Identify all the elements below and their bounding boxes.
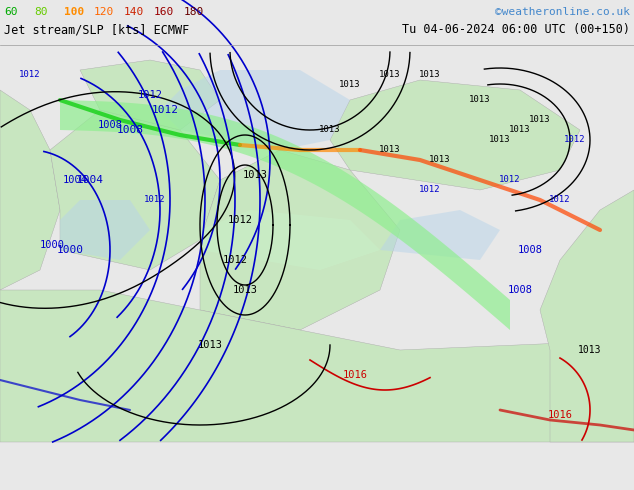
Text: 1013: 1013: [233, 285, 257, 295]
Polygon shape: [200, 150, 400, 330]
Text: 1013: 1013: [198, 340, 223, 350]
Text: 1013: 1013: [429, 155, 451, 165]
Polygon shape: [330, 80, 580, 190]
Polygon shape: [80, 60, 220, 130]
Text: Jet stream/SLP [kts] ECMWF: Jet stream/SLP [kts] ECMWF: [4, 24, 190, 36]
Text: 180: 180: [184, 7, 204, 17]
Text: 1012: 1012: [564, 136, 586, 145]
Polygon shape: [160, 70, 350, 150]
Text: 1016: 1016: [548, 410, 573, 420]
Text: 1016: 1016: [342, 370, 368, 380]
Text: 1008: 1008: [117, 125, 143, 135]
Text: 1004: 1004: [63, 175, 87, 185]
Text: 1004: 1004: [77, 175, 103, 185]
Text: 1000: 1000: [39, 240, 65, 250]
Text: 1008: 1008: [517, 245, 543, 255]
Text: 1012: 1012: [549, 196, 571, 204]
Text: 1013: 1013: [578, 345, 602, 355]
Polygon shape: [200, 210, 380, 270]
Text: 1012: 1012: [19, 71, 41, 79]
Polygon shape: [0, 290, 634, 442]
Text: 1013: 1013: [242, 170, 268, 180]
Text: 1008: 1008: [98, 120, 122, 130]
Polygon shape: [50, 110, 220, 270]
Text: 1013: 1013: [469, 96, 491, 104]
Text: 1008: 1008: [507, 285, 533, 295]
Polygon shape: [380, 210, 500, 260]
Text: 1013: 1013: [339, 80, 361, 90]
Text: 140: 140: [124, 7, 145, 17]
Text: 80: 80: [34, 7, 48, 17]
Polygon shape: [60, 100, 510, 330]
Text: 1013: 1013: [509, 125, 531, 134]
Text: 1012: 1012: [145, 196, 165, 204]
Text: 1013: 1013: [489, 136, 511, 145]
Text: 1013: 1013: [419, 71, 441, 79]
Text: 120: 120: [94, 7, 114, 17]
Text: 1012: 1012: [419, 186, 441, 195]
Bar: [0, 52, 634, 442]
Text: 1012: 1012: [228, 215, 252, 225]
Text: 100: 100: [64, 7, 84, 17]
Text: 60: 60: [4, 7, 18, 17]
Text: 1000: 1000: [56, 245, 84, 255]
Text: 1012: 1012: [499, 175, 521, 185]
Text: 1013: 1013: [529, 116, 551, 124]
Text: 160: 160: [154, 7, 174, 17]
Polygon shape: [0, 90, 60, 290]
Text: 1012: 1012: [223, 255, 247, 265]
Text: 1012: 1012: [138, 90, 162, 100]
Text: Tu 04-06-2024 06:00 UTC (00+150): Tu 04-06-2024 06:00 UTC (00+150): [402, 24, 630, 36]
Text: 1013: 1013: [379, 146, 401, 154]
Text: 1013: 1013: [320, 125, 340, 134]
Polygon shape: [540, 190, 634, 442]
Text: 1013: 1013: [379, 71, 401, 79]
Text: ©weatheronline.co.uk: ©weatheronline.co.uk: [495, 7, 630, 17]
Polygon shape: [60, 200, 150, 260]
Text: 1012: 1012: [152, 105, 179, 115]
